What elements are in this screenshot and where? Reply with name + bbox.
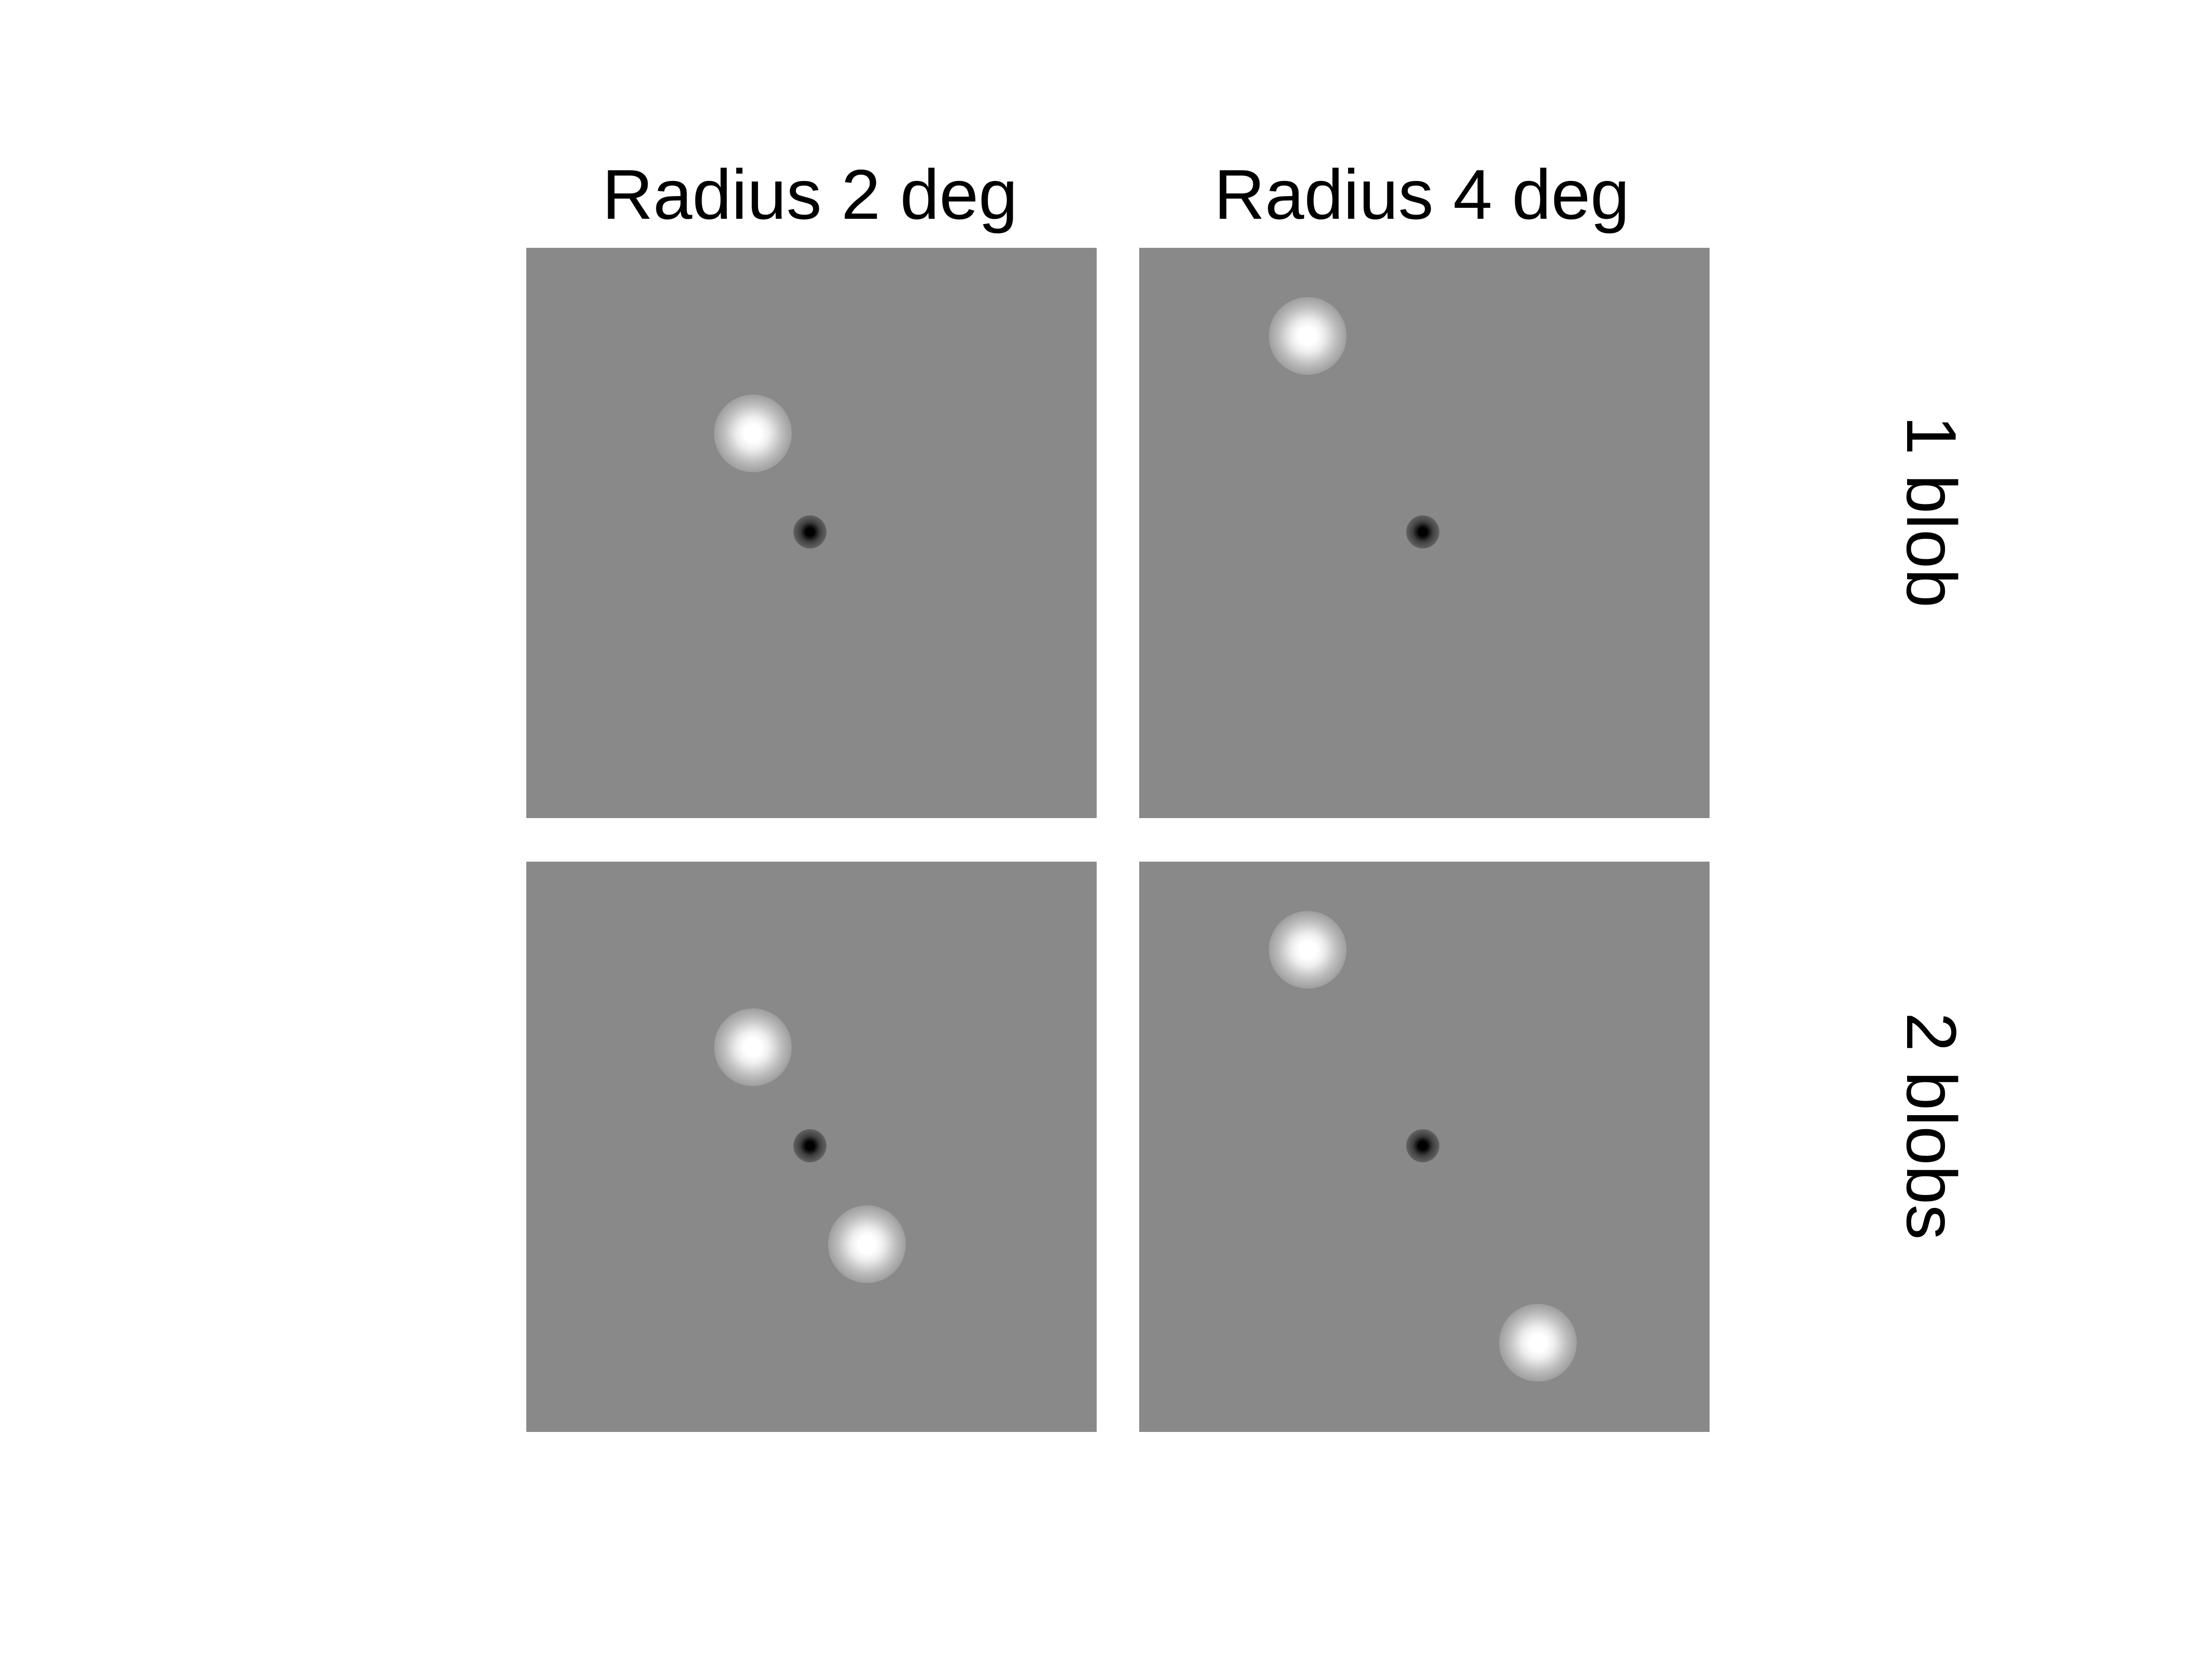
stimulus-panel-radius-2-one-blob — [526, 248, 1097, 818]
fixation-dot — [1406, 1129, 1439, 1162]
row-label-2-blobs: 2 blobs — [1892, 1012, 1971, 1240]
stimulus-panel-radius-4-one-blob — [1139, 248, 1710, 818]
fixation-dot — [793, 1129, 827, 1162]
white-blob — [1499, 1304, 1577, 1382]
white-blob — [714, 395, 792, 472]
stimulus-panel-radius-2-two-blobs — [526, 862, 1097, 1432]
row-label-1-blob: 1 blob — [1892, 415, 1971, 608]
column-label-radius-4: Radius 4 deg — [1214, 155, 1630, 234]
white-blob — [714, 1008, 792, 1086]
white-blob — [1269, 297, 1347, 375]
stimulus-panel-radius-4-two-blobs — [1139, 862, 1710, 1432]
column-label-radius-2: Radius 2 deg — [602, 155, 1018, 234]
fixation-dot — [793, 515, 827, 549]
fixation-dot — [1406, 515, 1439, 549]
white-blob — [828, 1205, 906, 1283]
white-blob — [1269, 911, 1347, 989]
